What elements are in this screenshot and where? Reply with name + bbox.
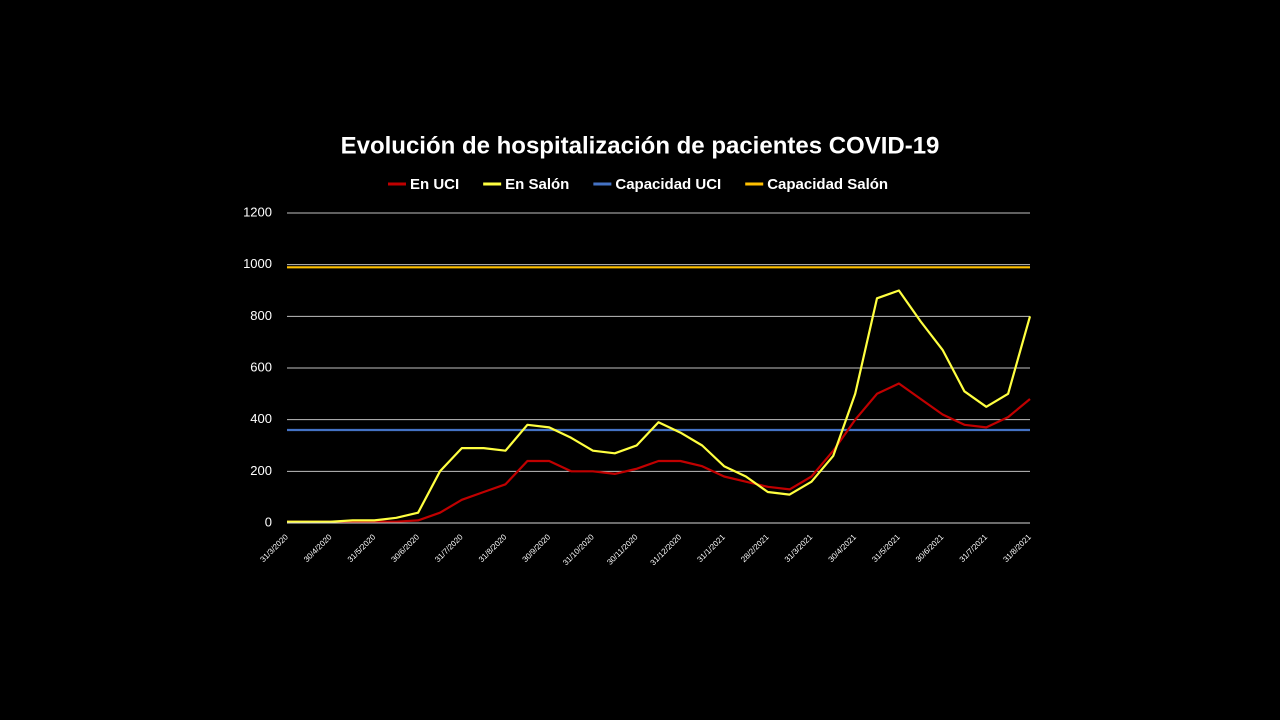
series-line — [287, 382, 1031, 523]
legend-label: Capacidad UCI — [615, 176, 721, 193]
chart-title: Evolución de hospitalización de paciente… — [341, 132, 940, 159]
y-tick-label: 200 — [250, 463, 272, 478]
legend-label: Capacidad Salón — [767, 176, 888, 193]
y-tick-label: 0 — [265, 514, 272, 529]
y-tick-label: 600 — [250, 359, 272, 374]
series-line — [287, 289, 1032, 523]
legend-label: En UCI — [410, 176, 459, 193]
y-tick-label: 800 — [250, 308, 272, 323]
y-tick-label: 400 — [250, 411, 272, 426]
y-tick-label: 1200 — [243, 204, 272, 219]
legend-label: En Salón — [505, 176, 569, 193]
y-tick-label: 1000 — [243, 256, 272, 271]
